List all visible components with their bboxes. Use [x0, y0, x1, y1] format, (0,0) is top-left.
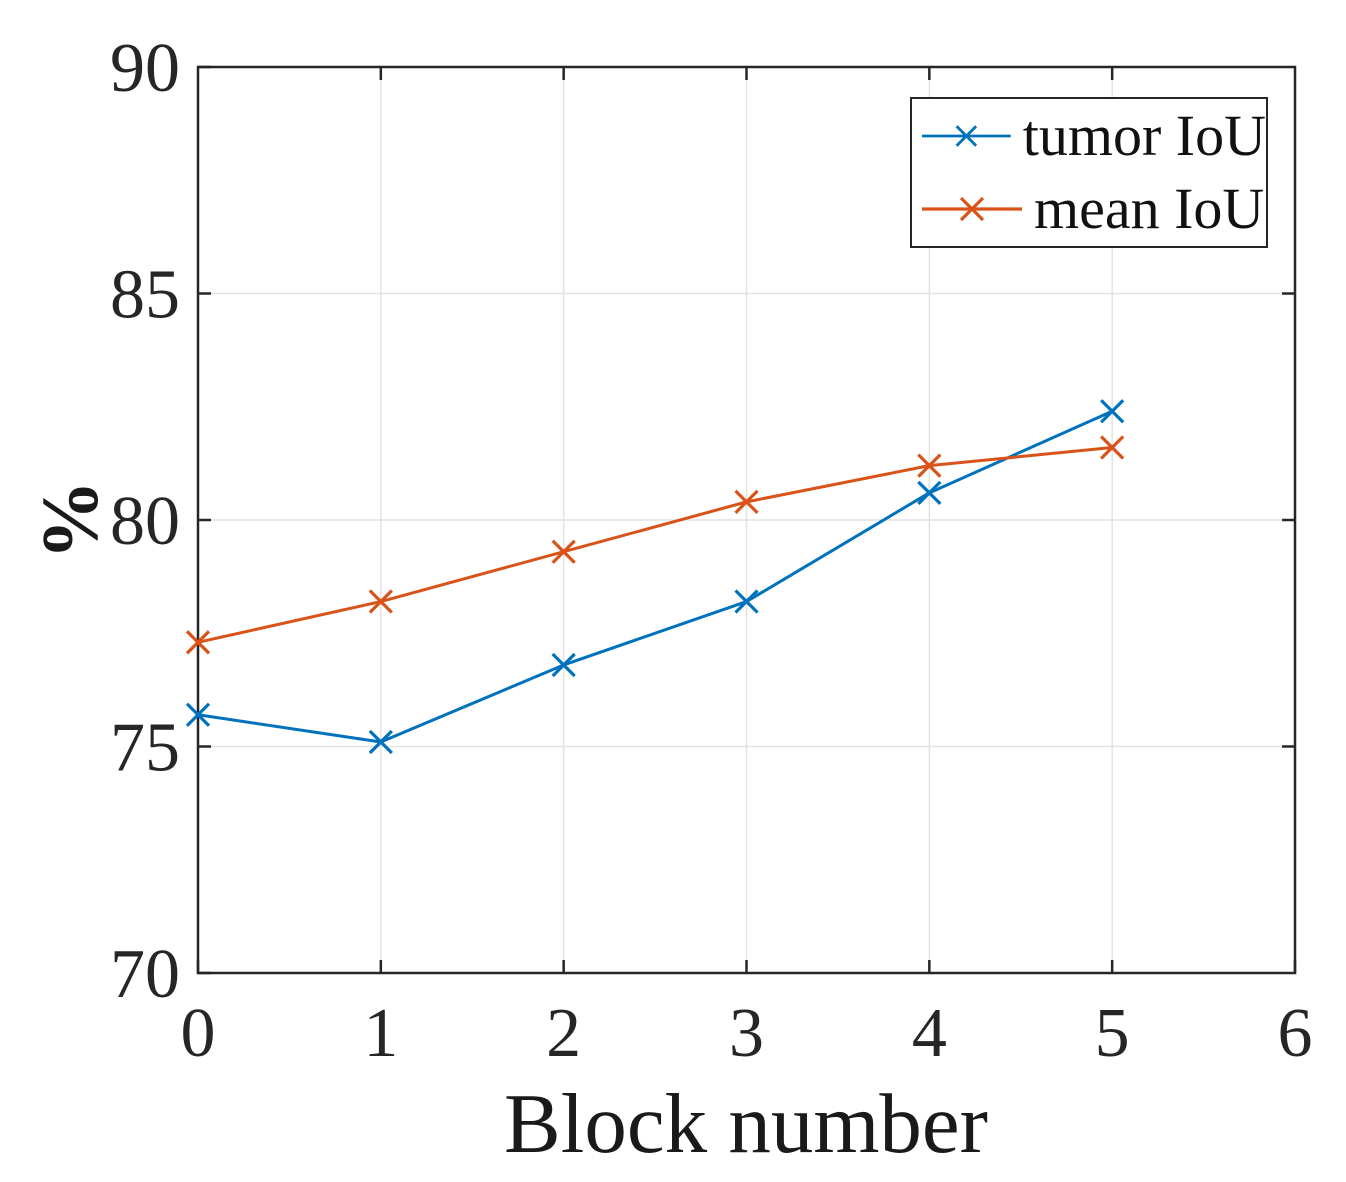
marker-stroke	[734, 489, 759, 515]
marker-stroke	[734, 589, 759, 614]
x-tick-label: 2	[546, 995, 581, 1072]
x-tick-label: 1	[363, 995, 398, 1072]
marker-stroke	[551, 539, 576, 564]
marker-stroke	[917, 480, 942, 505]
x-tick-label: 6	[1278, 995, 1313, 1072]
y-tick-label: 90	[110, 30, 180, 107]
data-point-marker-mean-iou	[1100, 435, 1125, 460]
y-tick-label: 80	[110, 483, 180, 560]
legend-sample-line	[922, 125, 1011, 148]
legend-entry: tumor IoU	[912, 101, 1266, 171]
y-axis-label: %	[27, 480, 115, 560]
marker-stroke	[1100, 435, 1125, 460]
data-point-marker-tumor-iou	[368, 729, 393, 755]
legend-sample-line	[922, 196, 1022, 221]
series-line-tumor-iou	[197, 409, 1113, 744]
tick-label-layer: 0 1 2 3 4 5 6 70 75 80 85 90	[110, 30, 1313, 1072]
marker-stroke	[185, 630, 211, 655]
data-point-marker-tumor-iou	[185, 702, 211, 727]
data-point-marker-mean-iou	[917, 453, 942, 478]
data-point-marker-mean-iou	[185, 630, 211, 655]
data-point-marker-mean-iou	[551, 539, 576, 564]
data-point-marker-mean-iou	[734, 489, 759, 515]
legend-label: mean IoU	[1034, 175, 1265, 241]
marker-stroke	[551, 652, 576, 678]
series-line-mean-iou	[197, 446, 1113, 644]
y-tick-label: 70	[110, 936, 180, 1013]
x-tick-label: 3	[729, 995, 764, 1072]
x-tick-label: 4	[912, 995, 947, 1072]
series-layer	[185, 399, 1125, 755]
y-tick-label: 85	[110, 257, 180, 334]
y-tick-label: 75	[110, 710, 180, 787]
data-point-marker-mean-iou	[368, 589, 393, 614]
data-point-marker-tumor-iou	[917, 480, 942, 505]
x-tick-label: 5	[1095, 995, 1130, 1072]
legend-entry: mean IoU	[912, 174, 1266, 244]
marker-stroke	[368, 589, 393, 614]
marker-stroke	[1100, 399, 1125, 424]
marker-stroke	[185, 702, 211, 727]
x-tick-label: 0	[181, 995, 216, 1072]
data-point-marker-tumor-iou	[1100, 399, 1125, 424]
data-point-marker-tumor-iou	[551, 652, 576, 678]
legend-label: tumor IoU	[1022, 103, 1266, 169]
marker-stroke	[917, 453, 942, 478]
legend: tumor IoU mean IoU	[910, 97, 1268, 248]
marker-stroke	[368, 729, 393, 755]
x-axis-label: Block number	[504, 1077, 988, 1171]
axes-layer	[196, 65, 1297, 975]
data-point-marker-tumor-iou	[734, 589, 759, 614]
